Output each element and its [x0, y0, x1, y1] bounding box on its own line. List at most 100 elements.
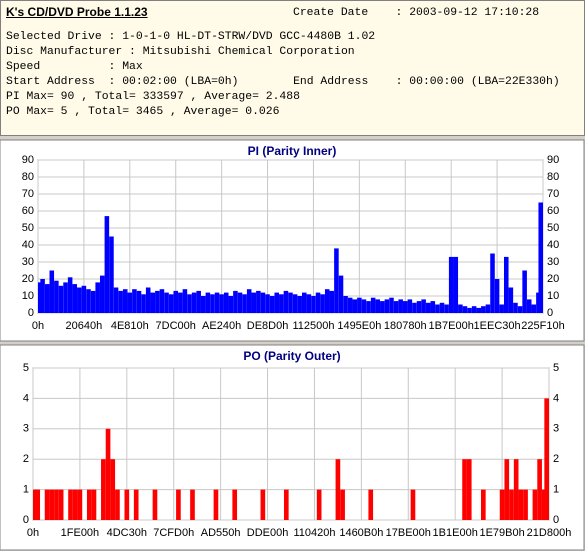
bar	[361, 299, 367, 313]
y-tick-label: 3	[23, 423, 29, 435]
bar	[283, 489, 289, 520]
bar	[485, 304, 491, 313]
bar	[109, 236, 114, 313]
bar	[214, 292, 220, 313]
bar	[306, 294, 312, 313]
bar	[430, 301, 436, 313]
bar	[91, 489, 97, 520]
bar	[490, 253, 495, 313]
x-tick-label: 21D800h	[527, 527, 572, 539]
x-tick-label: 1B7E00h	[429, 320, 474, 332]
y-tick-label-right: 50	[547, 222, 559, 234]
bar	[176, 489, 181, 520]
y-tick-label: 0	[23, 514, 29, 526]
bar	[467, 307, 472, 313]
bar	[155, 290, 160, 313]
bar	[145, 287, 151, 313]
bar	[68, 489, 73, 520]
bar	[311, 296, 316, 313]
create-date: Create Date : 2003-09-12 17:10:28	[293, 7, 540, 19]
x-tick-label: DDE00h	[247, 527, 289, 539]
y-tick-label: 40	[22, 239, 34, 251]
bar	[393, 301, 399, 313]
bar	[122, 289, 128, 313]
y-tick-label-right: 5	[553, 362, 559, 374]
bar	[368, 489, 374, 520]
bar	[340, 489, 345, 520]
bar	[439, 302, 445, 313]
y-tick-label: 4	[23, 392, 29, 404]
y-tick-label-right: 2	[553, 453, 559, 465]
bar	[389, 297, 394, 313]
y-tick-label-right: 90	[547, 154, 559, 166]
bar	[136, 290, 142, 313]
bar	[458, 304, 463, 313]
bar	[416, 301, 422, 313]
bar	[517, 306, 523, 313]
bar	[205, 292, 211, 313]
bar	[152, 489, 158, 520]
bar	[187, 294, 192, 313]
bar	[329, 290, 335, 313]
app-title: K's CD/DVD Probe 1.1.23	[6, 5, 148, 19]
bar	[213, 489, 219, 520]
bar	[164, 292, 169, 313]
x-tick-label: AE240h	[202, 320, 241, 332]
bar	[481, 306, 486, 313]
y-tick-label-right: 30	[547, 256, 559, 268]
bar	[110, 459, 116, 520]
bar	[200, 296, 206, 313]
info-line: PO Max= 5 , Total= 3465 , Average= 0.026	[6, 106, 280, 118]
bar	[444, 304, 449, 313]
bar	[504, 459, 510, 520]
x-tick-label: 1495E0h	[337, 320, 381, 332]
bar	[178, 292, 183, 313]
bar	[316, 489, 322, 520]
info-line: Selected Drive : 1-0-1-0 HL-DT-STRW/DVD …	[6, 31, 376, 43]
y-tick-label-right: 1	[553, 484, 559, 496]
y-tick-label-right: 0	[553, 514, 559, 526]
bar	[141, 294, 146, 313]
y-tick-label: 0	[28, 307, 34, 319]
bar	[49, 489, 55, 520]
bar	[269, 296, 275, 313]
x-tick-label: 112500h	[292, 320, 334, 332]
bar	[499, 304, 504, 313]
bar	[54, 280, 59, 313]
bar	[402, 301, 408, 313]
bar	[33, 489, 38, 520]
y-tick-label-right: 40	[547, 239, 559, 251]
bar	[370, 297, 376, 313]
chart-title: PI (Parity Inner)	[248, 144, 337, 158]
bar	[315, 292, 321, 313]
y-tick-label-right: 60	[547, 205, 559, 217]
bar	[242, 294, 247, 313]
bar	[95, 282, 100, 313]
y-tick-label: 90	[22, 154, 34, 166]
bar	[279, 294, 284, 313]
x-tick-label: 7CFD0h	[153, 527, 194, 539]
bar	[425, 302, 431, 313]
bar	[481, 489, 486, 520]
y-tick-label-right: 70	[547, 188, 559, 200]
bar	[513, 302, 518, 313]
bar	[494, 279, 500, 313]
bar	[412, 302, 417, 313]
bar	[366, 301, 371, 313]
bar	[448, 256, 454, 313]
bar	[58, 489, 64, 520]
bar	[228, 296, 234, 313]
bar	[536, 292, 541, 313]
bar	[72, 489, 78, 520]
bar	[44, 284, 50, 313]
bar	[233, 290, 238, 313]
bar	[334, 248, 339, 313]
y-tick-label: 1	[23, 484, 29, 496]
bar	[347, 297, 353, 313]
bar	[435, 304, 440, 313]
x-tick-label: 0h	[27, 527, 39, 539]
y-tick-label: 10	[22, 290, 34, 302]
y-tick-label-right: 0	[547, 307, 553, 319]
bar	[421, 299, 426, 313]
y-tick-label: 30	[22, 256, 34, 268]
